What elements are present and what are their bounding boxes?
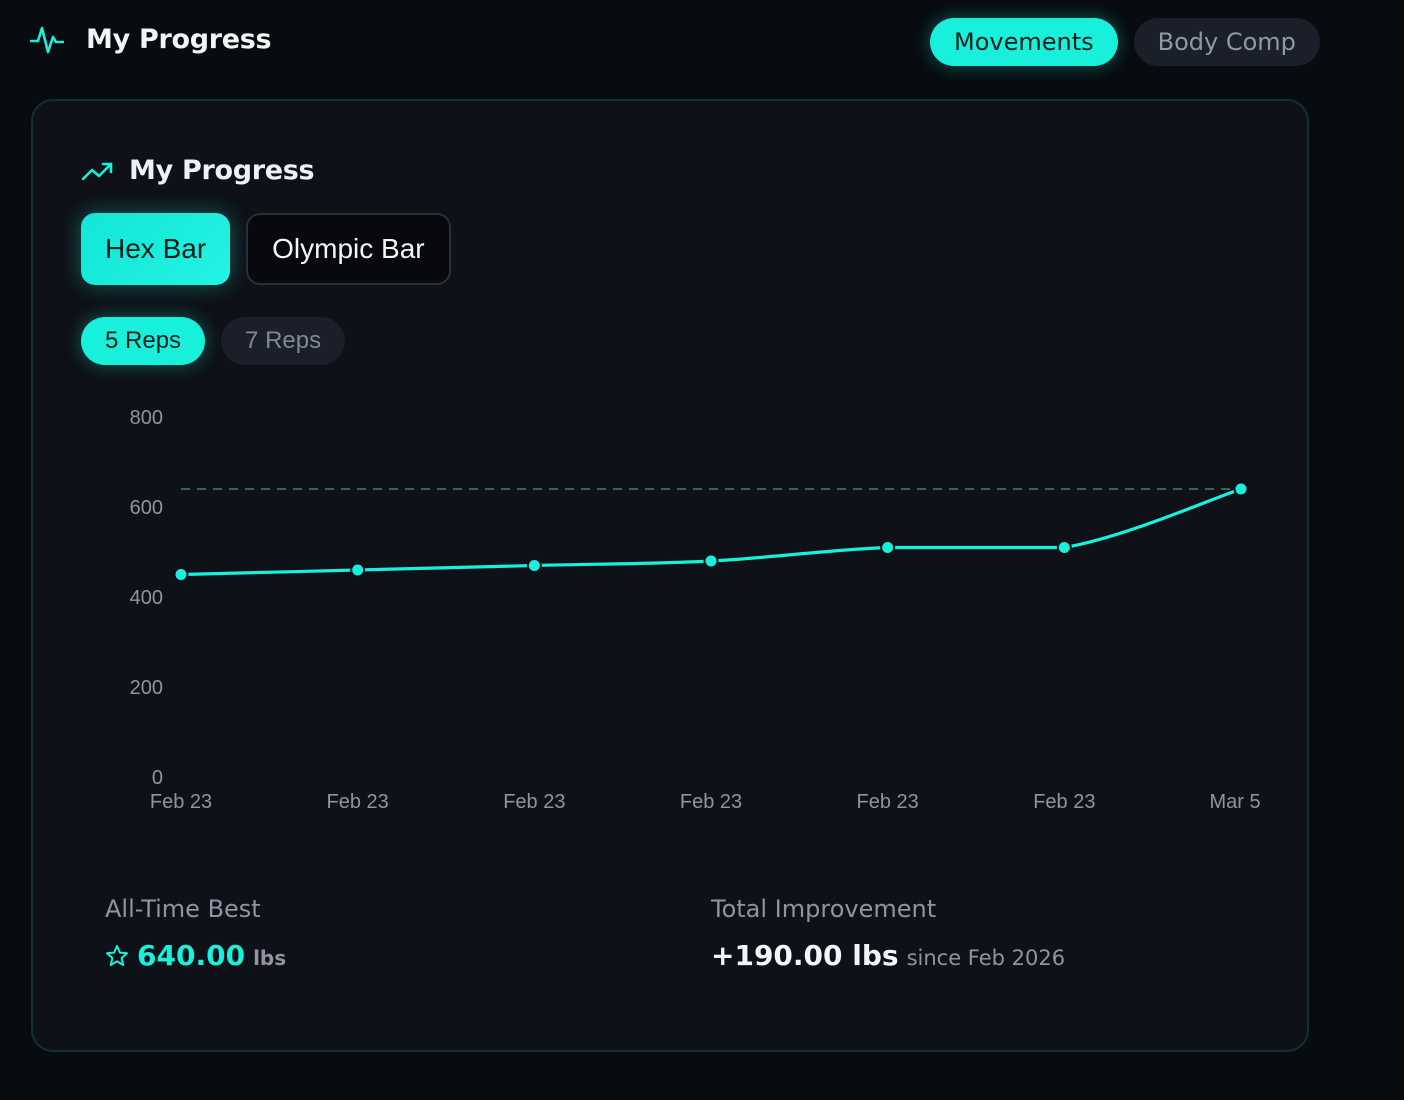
x-tick-label: Feb 23 <box>503 791 565 813</box>
tab-movements[interactable]: Movements <box>930 18 1118 66</box>
rep-tab-7-reps[interactable]: 7 Reps <box>221 317 346 365</box>
movement-tabs: Hex Bar Olympic Bar <box>81 213 451 285</box>
y-tick-label: 0 <box>152 767 163 789</box>
total-improvement-since: since Feb 2026 <box>906 946 1066 970</box>
all-time-best-unit: lbs <box>253 946 287 970</box>
total-improvement-label: Total Improvement <box>711 895 937 923</box>
data-point <box>173 567 189 582</box>
trending-up-icon <box>81 162 113 180</box>
star-icon <box>106 945 128 966</box>
all-time-best-value: 640.00 <box>137 939 246 972</box>
total-improvement: Total Improvement +190.00 lbs since Feb … <box>711 895 1065 972</box>
progress-card: My Progress Hex Bar Olympic Bar 5 Reps 7… <box>31 99 1309 1052</box>
rep-tab-5-reps[interactable]: 5 Reps <box>81 317 206 365</box>
total-improvement-value: +190.00 lbs <box>711 939 899 972</box>
movement-tab-olympic-bar[interactable]: Olympic Bar <box>246 213 451 285</box>
data-point <box>1056 540 1072 555</box>
y-tick-label: 600 <box>130 497 163 519</box>
page-title: My Progress <box>86 23 272 55</box>
top-bar: My Progress Movements Body Comp <box>0 0 1404 86</box>
data-point <box>1233 481 1249 497</box>
x-tick-label: Mar 5 <box>1209 791 1260 813</box>
data-point <box>350 562 366 578</box>
x-tick-label: Feb 23 <box>150 791 212 813</box>
x-tick-label: Feb 23 <box>327 791 389 813</box>
x-tick-label: Feb 23 <box>1033 791 1095 813</box>
card-header: My Progress <box>81 155 315 186</box>
top-tabs: Movements Body Comp <box>930 18 1320 66</box>
x-tick-label: Feb 23 <box>857 791 919 813</box>
activity-icon <box>30 26 64 54</box>
data-point <box>526 558 542 573</box>
brand: My Progress <box>30 22 272 56</box>
all-time-best-label: All-Time Best <box>105 895 261 923</box>
data-point <box>703 553 719 569</box>
tab-body-comp[interactable]: Body Comp <box>1133 18 1320 66</box>
card-title: My Progress <box>129 155 315 186</box>
data-point <box>880 540 896 555</box>
all-time-best: All-Time Best 640.00 lbs <box>105 895 286 972</box>
movement-tab-hex-bar[interactable]: Hex Bar <box>81 213 231 285</box>
progress-line-chart: 0 200 400 600 800 Feb 23 Feb 23 Feb 23 Feb 23 Feb… <box>130 407 1261 813</box>
x-tick-label: Feb 23 <box>680 791 742 813</box>
rep-tabs: 5 Reps 7 Reps <box>81 317 346 365</box>
y-tick-label: 800 <box>130 407 163 429</box>
y-tick-label: 400 <box>130 587 163 609</box>
y-tick-label: 200 <box>130 677 163 699</box>
